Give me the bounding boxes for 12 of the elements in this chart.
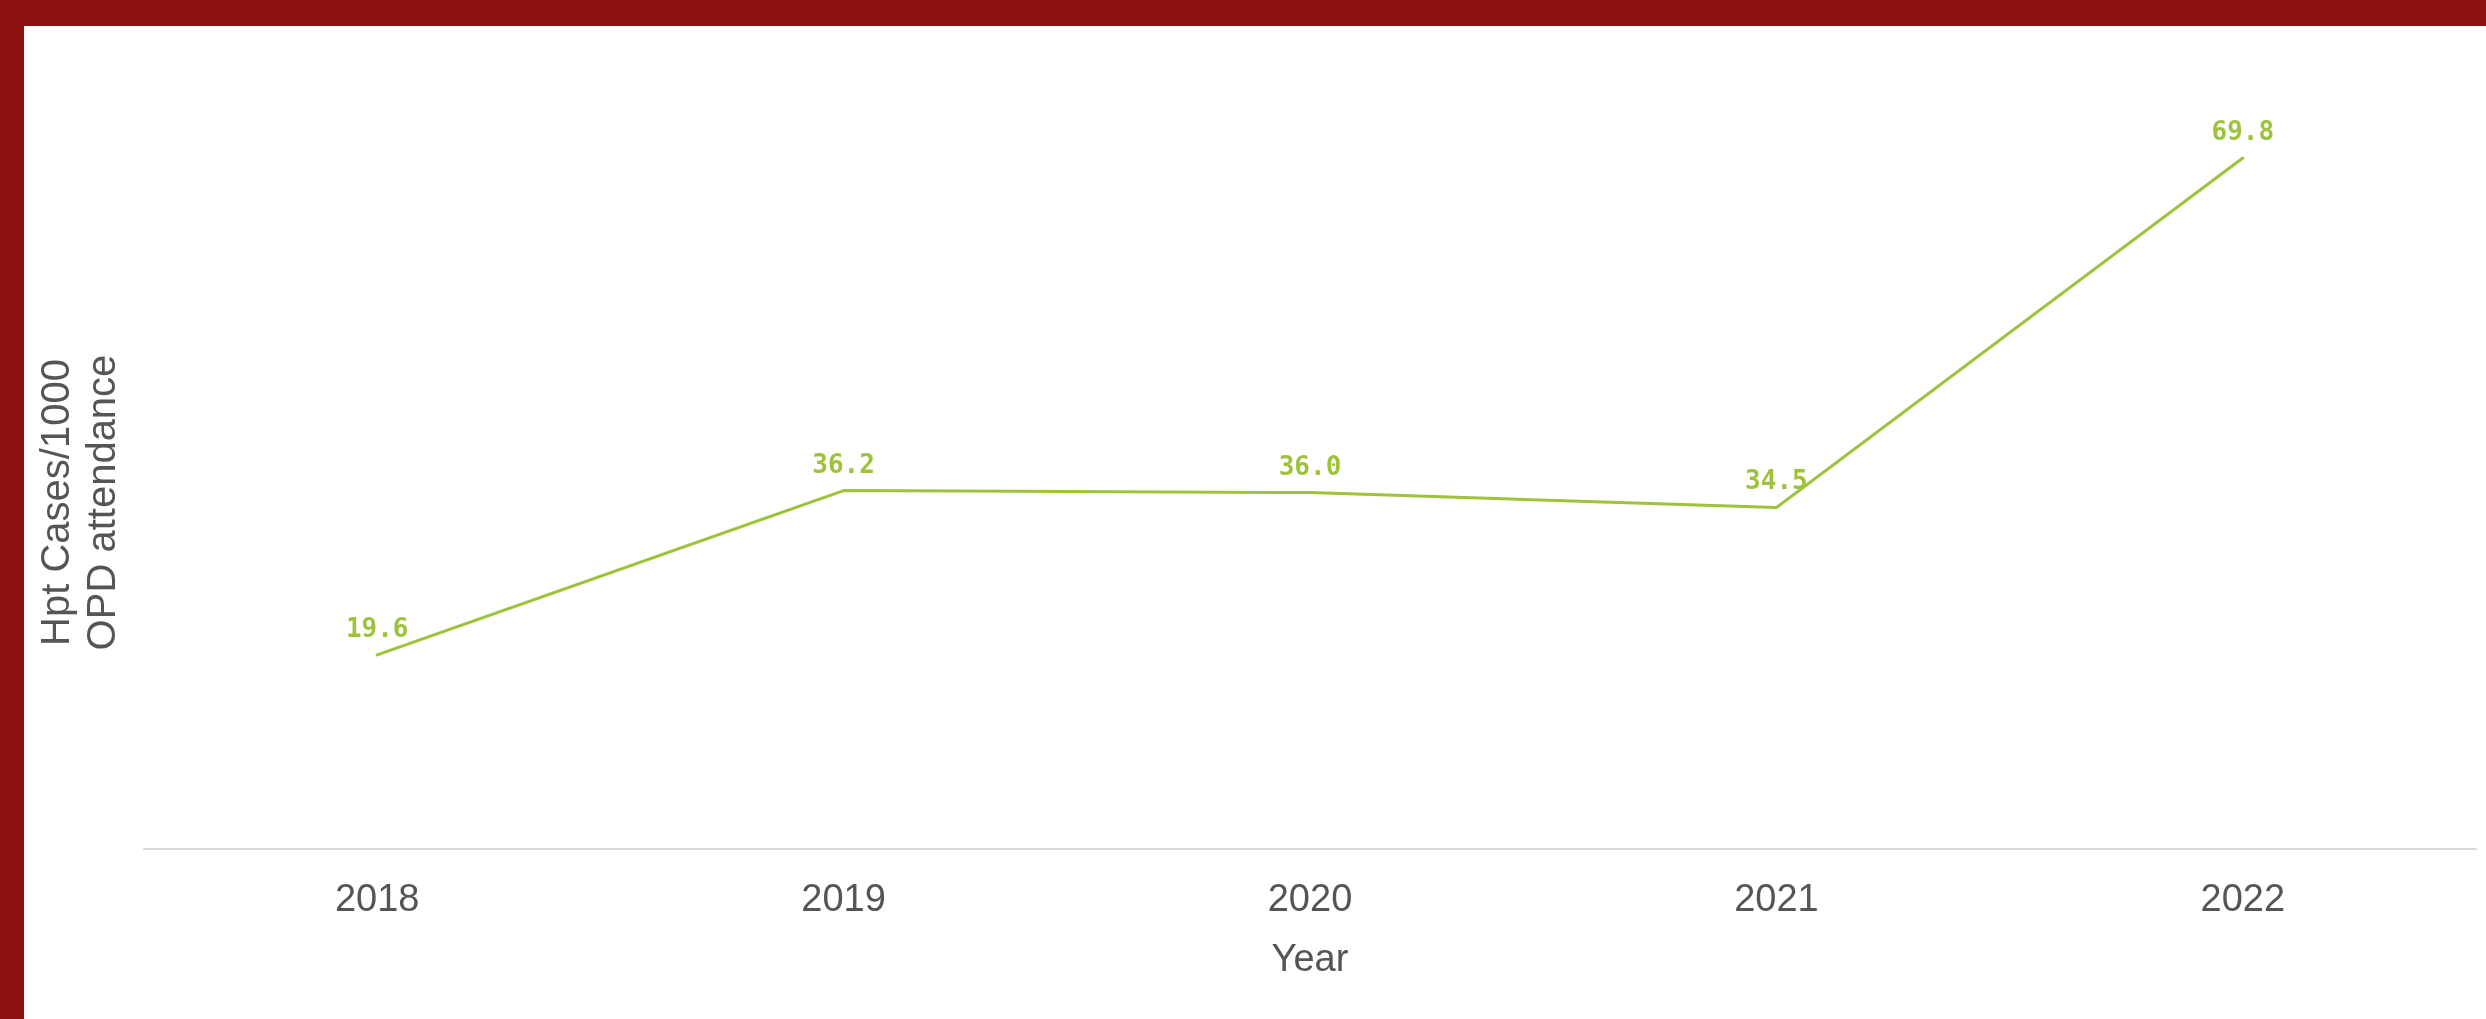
x-tick-label: 2020 — [1267, 877, 1353, 919]
x-tick-label: 2018 — [334, 877, 420, 919]
x-tick-label: 2021 — [1734, 877, 1819, 919]
x-tick-label: 2022 — [2200, 877, 2286, 919]
data-label: 69.8 — [2211, 115, 2275, 146]
x-axis-title: Year — [1271, 937, 1349, 979]
data-label: 34.5 — [1745, 465, 1808, 496]
data-label: 36.0 — [1278, 450, 1342, 481]
y-axis-title: Hpt Cases/1000 OPD attendance — [33, 354, 123, 651]
data-label: 36.2 — [812, 448, 875, 479]
data-label: 19.6 — [345, 612, 409, 643]
x-tick-label: 2019 — [801, 877, 886, 919]
